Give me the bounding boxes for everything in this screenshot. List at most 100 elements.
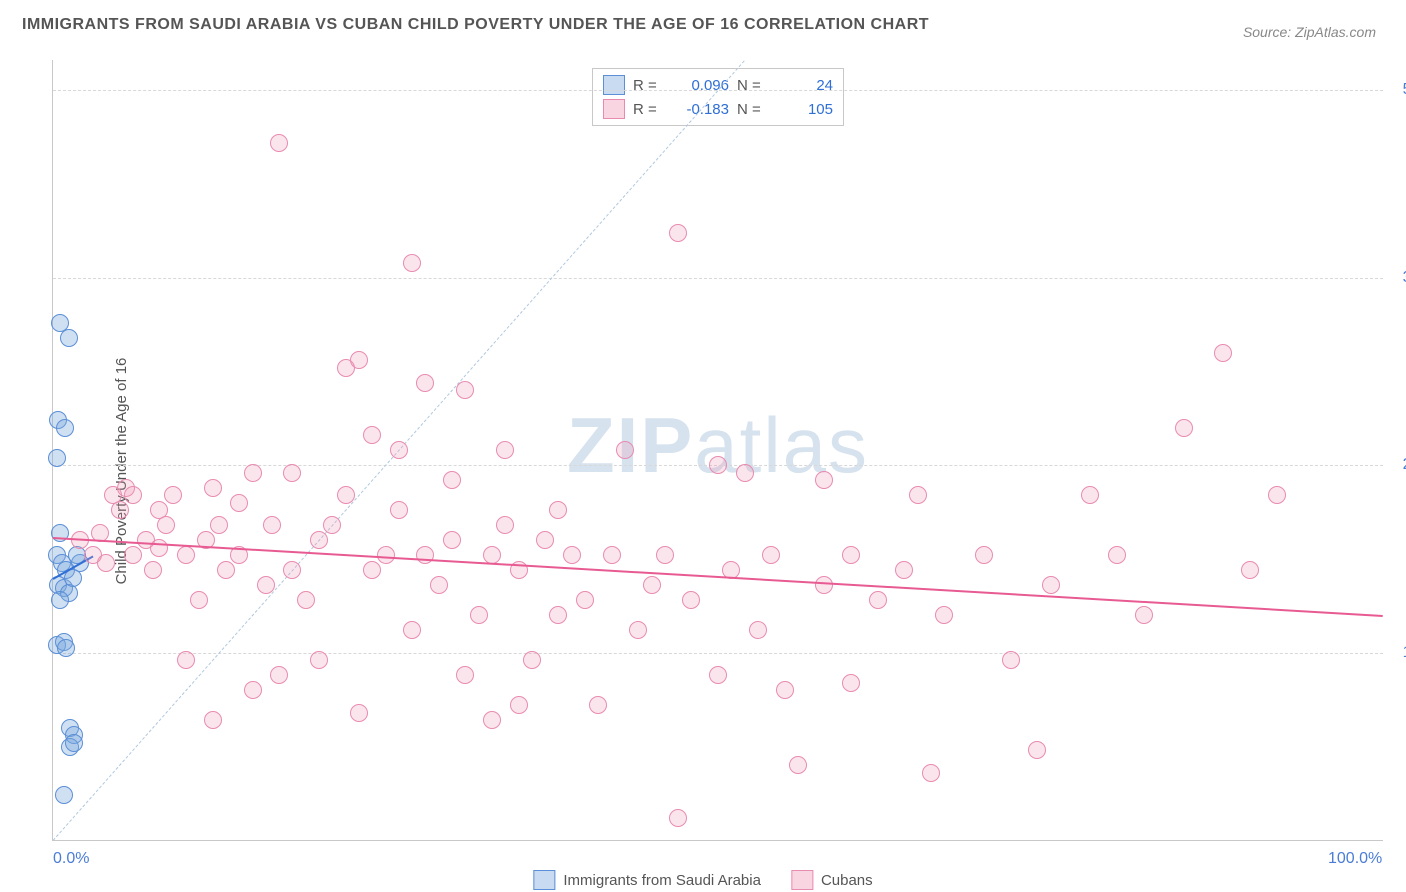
swatch-pink — [791, 870, 813, 890]
data-point — [523, 651, 541, 669]
data-point — [144, 561, 162, 579]
data-point — [869, 591, 887, 609]
data-point — [150, 539, 168, 557]
plot-area: ZIPatlas R = 0.096 N = 24 R = -0.183 N =… — [52, 60, 1383, 841]
data-point — [483, 546, 501, 564]
data-point — [1135, 606, 1153, 624]
r-label: R = — [633, 101, 663, 118]
data-point — [55, 786, 73, 804]
data-point — [762, 546, 780, 564]
data-point — [483, 711, 501, 729]
stats-row-blue: R = 0.096 N = 24 — [603, 73, 833, 97]
data-point — [496, 516, 514, 534]
legend-item-pink: Cubans — [791, 870, 873, 890]
data-point — [776, 681, 794, 699]
data-point — [1002, 651, 1020, 669]
data-point — [536, 531, 554, 549]
data-point — [217, 561, 235, 579]
data-point — [682, 591, 700, 609]
data-point — [563, 546, 581, 564]
data-point — [470, 606, 488, 624]
data-point — [1268, 486, 1286, 504]
data-point — [430, 576, 448, 594]
data-point — [510, 696, 528, 714]
data-point — [935, 606, 953, 624]
data-point — [310, 531, 328, 549]
swatch-pink — [603, 99, 625, 119]
data-point — [895, 561, 913, 579]
data-point — [403, 254, 421, 272]
data-point — [164, 486, 182, 504]
source-attribution: Source: ZipAtlas.com — [1243, 24, 1376, 40]
data-point — [60, 329, 78, 347]
data-point — [363, 426, 381, 444]
data-point — [709, 666, 727, 684]
legend-label-pink: Cubans — [821, 872, 873, 889]
data-point — [416, 546, 434, 564]
y-tick-label: 50.0% — [1388, 81, 1406, 99]
data-point — [390, 441, 408, 459]
data-point — [443, 531, 461, 549]
y-tick-label: 12.5% — [1388, 644, 1406, 662]
data-point — [244, 681, 262, 699]
data-point — [549, 501, 567, 519]
data-point — [616, 441, 634, 459]
data-point — [350, 704, 368, 722]
legend-label-blue: Immigrants from Saudi Arabia — [563, 872, 761, 889]
x-tick-label: 0.0% — [53, 850, 89, 868]
data-point — [975, 546, 993, 564]
stats-legend: R = 0.096 N = 24 R = -0.183 N = 105 — [592, 68, 844, 126]
data-point — [263, 516, 281, 534]
watermark-atlas: atlas — [694, 401, 869, 489]
data-point — [270, 666, 288, 684]
data-point — [456, 381, 474, 399]
data-point — [57, 639, 75, 657]
data-point — [736, 464, 754, 482]
n-label: N = — [737, 101, 767, 118]
data-point — [350, 351, 368, 369]
data-point — [669, 809, 687, 827]
data-point — [922, 764, 940, 782]
data-point — [230, 494, 248, 512]
data-point — [210, 516, 228, 534]
data-point — [815, 576, 833, 594]
data-point — [749, 621, 767, 639]
data-point — [204, 479, 222, 497]
data-point — [297, 591, 315, 609]
data-point — [337, 486, 355, 504]
data-point — [283, 464, 301, 482]
gridline-h — [53, 278, 1383, 279]
data-point — [643, 576, 661, 594]
x-tick-label: 100.0% — [1328, 850, 1382, 868]
stats-row-pink: R = -0.183 N = 105 — [603, 97, 833, 121]
data-point — [65, 734, 83, 752]
data-point — [549, 606, 567, 624]
data-point — [1241, 561, 1259, 579]
data-point — [669, 224, 687, 242]
data-point — [1081, 486, 1099, 504]
data-point — [496, 441, 514, 459]
data-point — [842, 674, 860, 692]
data-point — [257, 576, 275, 594]
y-tick-label: 25.0% — [1388, 456, 1406, 474]
data-point — [124, 546, 142, 564]
data-point — [363, 561, 381, 579]
data-point — [576, 591, 594, 609]
data-point — [656, 546, 674, 564]
chart-container: Child Poverty Under the Age of 16 ZIPatl… — [0, 50, 1406, 892]
data-point — [1042, 576, 1060, 594]
data-point — [390, 501, 408, 519]
data-point — [270, 134, 288, 152]
y-tick-label: 37.5% — [1388, 269, 1406, 287]
data-point — [190, 591, 208, 609]
data-point — [204, 711, 222, 729]
data-point — [629, 621, 647, 639]
data-point — [1028, 741, 1046, 759]
data-point — [403, 621, 421, 639]
swatch-blue — [603, 75, 625, 95]
data-point — [1175, 419, 1193, 437]
swatch-blue — [533, 870, 555, 890]
data-point — [589, 696, 607, 714]
data-point — [377, 546, 395, 564]
data-point — [56, 419, 74, 437]
